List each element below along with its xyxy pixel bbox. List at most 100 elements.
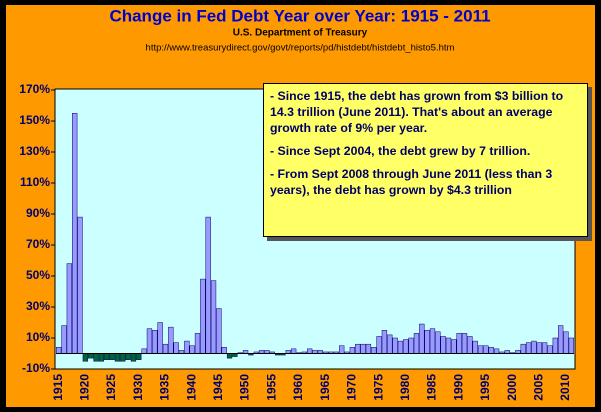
x-tick-label: 2000: [505, 374, 519, 401]
bar: [387, 334, 393, 354]
bar: [381, 330, 388, 354]
y-tick-label: -10%: [22, 361, 50, 375]
bar: [66, 263, 73, 354]
bar: [339, 345, 345, 354]
bar: [531, 340, 537, 354]
bar: [152, 330, 158, 354]
bar: [563, 331, 569, 354]
y-tick-label: 170%: [19, 82, 50, 96]
bar: [125, 353, 131, 360]
bar: [360, 343, 366, 354]
bar: [205, 216, 211, 354]
x-tick-label: 1960: [291, 374, 305, 401]
y-tick-label: 130%: [19, 144, 50, 158]
bar: [82, 353, 89, 362]
bar: [568, 337, 574, 354]
x-tick-label: 1915: [51, 374, 65, 401]
chart-title: Change in Fed Debt Year over Year: 1915 …: [109, 6, 490, 25]
bar: [88, 353, 94, 359]
bar: [467, 336, 473, 354]
annotation: - Since 1915, the debt has grown from $3…: [270, 89, 564, 135]
bar: [435, 331, 441, 354]
bar: [189, 345, 195, 354]
bar: [307, 348, 313, 354]
bar: [210, 280, 217, 354]
x-tick-label: 1975: [371, 374, 385, 401]
bar: [355, 343, 361, 354]
x-tick-label: 1930: [131, 374, 145, 401]
bar: [461, 333, 468, 354]
bar: [541, 342, 548, 354]
x-tick-label: 1950: [238, 374, 252, 401]
x-tick-label: 1920: [78, 374, 92, 401]
x-tick-label: 1925: [104, 374, 118, 401]
bar: [98, 353, 105, 362]
x-tick-label: 1935: [158, 374, 172, 401]
bar: [290, 348, 297, 354]
annotation-box: - Since 1915, the debt has grown from $3…: [263, 83, 588, 237]
bar: [221, 347, 227, 354]
bar: [141, 348, 147, 354]
x-tick-label: 1940: [184, 374, 198, 401]
bar: [520, 343, 526, 354]
bar: [483, 345, 489, 354]
y-tick-label: 150%: [19, 113, 50, 127]
y-tick-label: 90%: [26, 206, 50, 220]
bar: [547, 345, 553, 354]
bar: [56, 347, 62, 354]
bar: [440, 336, 446, 354]
y-tick-label: 30%: [26, 299, 50, 313]
bar: [349, 347, 356, 354]
y-tick-label: 110%: [20, 175, 50, 189]
bar: [403, 339, 409, 354]
bar: [451, 339, 457, 354]
bar: [408, 337, 414, 354]
bar: [472, 340, 478, 354]
bar: [136, 353, 142, 360]
bar: [104, 353, 110, 360]
bar: [184, 340, 190, 354]
x-tick-label: 2005: [531, 374, 545, 401]
bar: [536, 342, 542, 354]
bar: [72, 113, 78, 354]
x-tick-label: 1965: [318, 374, 332, 401]
bar: [200, 278, 206, 354]
bar: [371, 347, 377, 354]
bar: [525, 342, 532, 354]
y-tick-label: 50%: [26, 268, 50, 282]
bar: [419, 323, 425, 354]
x-tick-label: 1970: [345, 374, 359, 401]
y-tick-label: 70%: [26, 237, 50, 251]
bar: [392, 337, 398, 354]
chart-subtitle: U.S. Department of Treasury: [233, 28, 368, 39]
annotation: - From Sept 2008 through June 2011 (less…: [270, 167, 553, 197]
bar: [162, 343, 169, 354]
bar: [493, 348, 500, 354]
bar: [216, 308, 222, 354]
x-tick-label: 1955: [264, 374, 278, 401]
bar: [194, 333, 201, 354]
bar: [397, 340, 404, 354]
bar: [130, 353, 137, 362]
bar: [413, 333, 420, 354]
bar: [376, 336, 382, 354]
bar: [552, 337, 558, 354]
bar: [61, 325, 67, 354]
bar: [456, 333, 462, 354]
bar: [424, 330, 430, 354]
x-tick-label: 1980: [398, 374, 412, 401]
x-tick-label: 1995: [478, 374, 492, 401]
bar: [77, 216, 83, 354]
bar: [488, 347, 494, 354]
bar: [146, 328, 153, 354]
bar: [365, 343, 372, 354]
annotation: - Since Sept 2004, the debt grew by 7 tr…: [270, 144, 531, 158]
bar: [477, 345, 484, 354]
bar: [168, 326, 174, 354]
bar: [445, 337, 452, 354]
y-tick-label: 10%: [26, 330, 50, 344]
bar: [120, 353, 126, 362]
bar: [557, 325, 564, 354]
x-tick-label: 1990: [451, 374, 465, 401]
